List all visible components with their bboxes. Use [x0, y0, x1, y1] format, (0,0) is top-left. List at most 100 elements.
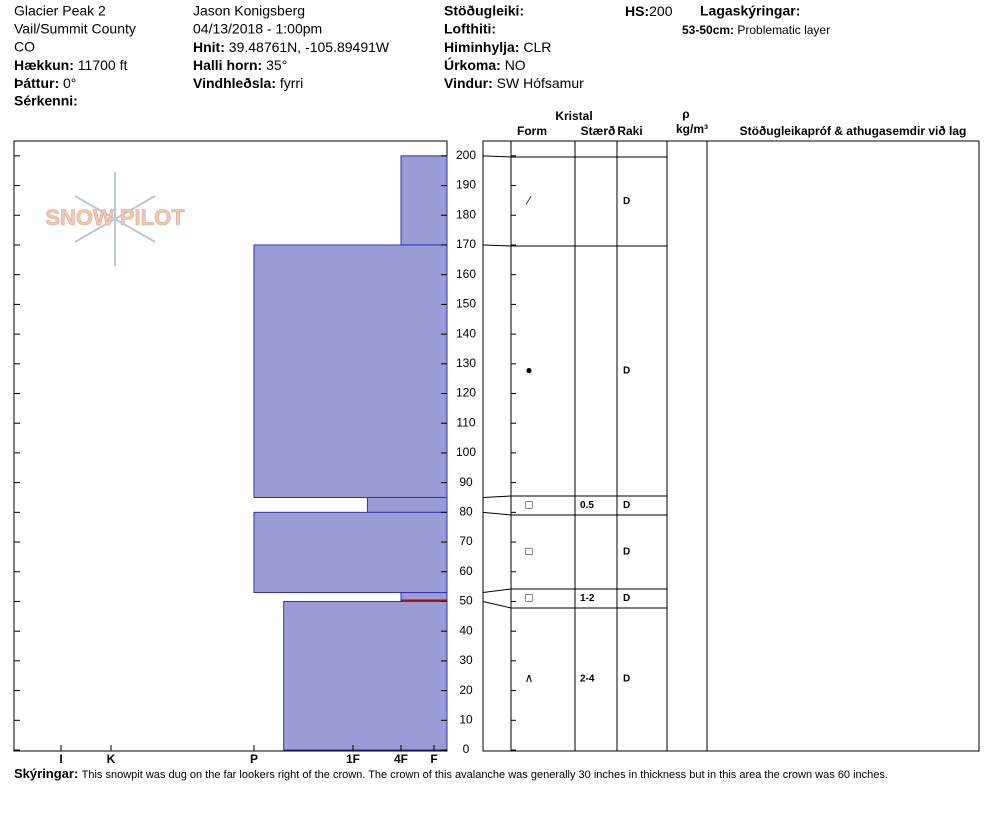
- elevation: Hækkun: 11700 ft: [14, 57, 127, 73]
- hs: HS:200: [625, 3, 673, 19]
- x-tick-label: I: [59, 752, 62, 766]
- moisture: D: [623, 547, 630, 558]
- y-tick-label: 70: [459, 534, 473, 548]
- label: Þáttur:: [14, 75, 59, 91]
- y-tick-label: 180: [456, 207, 476, 221]
- moisture: D: [623, 500, 630, 511]
- stability: Stöðugleiki:: [444, 3, 524, 19]
- location: Vail/Summit County: [14, 21, 136, 37]
- moisture: D: [623, 593, 630, 604]
- value: 11700 ft: [78, 57, 128, 73]
- x-tick-label: F: [430, 752, 437, 766]
- value: fyrri: [280, 75, 303, 91]
- grain-size: 0.5: [580, 500, 594, 511]
- y-tick-label: 90: [459, 475, 473, 489]
- air-temp: Lofthiti:: [444, 21, 496, 37]
- y-tick-label: 50: [459, 594, 473, 608]
- label: HS:: [625, 3, 649, 19]
- y-tick-label: 170: [456, 237, 476, 251]
- header-density-unit: kg/m³: [676, 122, 708, 136]
- layer-note: 53-50cm: Problematic layer: [682, 23, 830, 37]
- y-tick-label: 60: [459, 564, 473, 578]
- y-tick-label: 40: [459, 623, 473, 637]
- value: This snowpit was dug on the far lookers …: [82, 769, 888, 781]
- x-tick-label: K: [107, 752, 116, 766]
- header-size: Stærð: [581, 124, 616, 138]
- state: CO: [14, 39, 35, 55]
- aspect: Þáttur: 0°: [14, 75, 76, 91]
- label: Hnit:: [193, 39, 225, 55]
- x-tick-label: P: [250, 752, 258, 766]
- x-tick-label: 1F: [346, 752, 360, 766]
- label: Hækkun:: [14, 57, 74, 73]
- label: Vindur:: [444, 75, 493, 91]
- label: Himinhylja:: [444, 39, 519, 55]
- datetime: 04/13/2018 - 1:00pm: [193, 21, 322, 37]
- grain-size: 2-4: [580, 674, 595, 685]
- y-tick-label: 150: [456, 297, 476, 311]
- footer: Skýringar: This snowpit was dug on the f…: [14, 766, 888, 781]
- value: CLR: [523, 39, 551, 55]
- y-tick-label: 0: [463, 742, 470, 756]
- grain-form: □: [525, 544, 532, 558]
- value: SW Hófsamur: [497, 75, 584, 91]
- hardness-bar: [253, 511, 448, 594]
- layer-top: [482, 600, 512, 609]
- value: 200: [649, 3, 673, 19]
- wind-loading: Vindhleðsla: fyrri: [193, 75, 303, 91]
- y-tick-label: 190: [456, 178, 476, 192]
- header-crystal: Kristal: [555, 109, 592, 123]
- layer-top: [482, 495, 512, 498]
- grain-form: □: [525, 498, 532, 512]
- value: 0°: [63, 75, 76, 91]
- grain-form: ∧: [525, 671, 534, 685]
- wind: Vindur: SW Hófsamur: [444, 75, 584, 91]
- y-tick-label: 120: [456, 386, 476, 400]
- value: Problematic layer: [737, 23, 830, 37]
- y-tick-label: 140: [456, 326, 476, 340]
- header-moisture: Raki: [617, 124, 642, 138]
- hardness-bar: [366, 496, 448, 513]
- hardness-bar: [400, 155, 448, 246]
- label: Halli horn:: [193, 57, 262, 73]
- layer-top: [482, 244, 512, 247]
- header-density: ρ: [682, 107, 689, 121]
- x-tick-label: 4F: [394, 752, 408, 766]
- y-tick-label: 30: [459, 653, 473, 667]
- grain-size: 1-2: [580, 593, 595, 604]
- y-tick-label: 20: [459, 683, 473, 697]
- label: Skýringar:: [14, 766, 78, 781]
- layer-top: [482, 588, 512, 594]
- logo: [74, 172, 156, 266]
- features: Sérkenni:: [14, 93, 78, 109]
- site: Glacier Peak 2: [14, 3, 106, 19]
- grain-form: ⁄: [525, 194, 532, 208]
- grain-form: ●: [525, 363, 532, 377]
- label: Vindhleðsla:: [193, 75, 276, 91]
- y-tick-label: 110: [456, 415, 475, 429]
- sky: Himinhylja: CLR: [444, 39, 551, 55]
- moisture: D: [623, 674, 630, 685]
- value: 39.48761N, -105.89491W: [229, 39, 390, 55]
- value: 35°: [266, 57, 287, 73]
- header-form: Form: [517, 124, 547, 138]
- layer-top: [482, 511, 512, 516]
- moisture: D: [623, 366, 630, 377]
- coords: Hnit: 39.48761N, -105.89491W: [193, 39, 390, 55]
- hardness-bar: [283, 600, 448, 751]
- logo-text: SNOW PILOT: [45, 205, 185, 230]
- hardness-bar: [253, 244, 448, 498]
- y-tick-label: 130: [456, 356, 476, 370]
- observer: Jason Konigsberg: [193, 3, 305, 19]
- layer-notes-title: Lagaskýringar:: [700, 3, 800, 19]
- precip: Úrkoma: NO: [444, 56, 526, 73]
- grain-form: □: [525, 591, 532, 605]
- y-tick-label: 80: [459, 505, 473, 519]
- y-tick-label: 160: [456, 267, 476, 281]
- label: Úrkoma:: [444, 56, 501, 73]
- value: NO: [505, 57, 526, 73]
- slope: Halli horn: 35°: [193, 57, 287, 73]
- moisture: D: [623, 196, 630, 207]
